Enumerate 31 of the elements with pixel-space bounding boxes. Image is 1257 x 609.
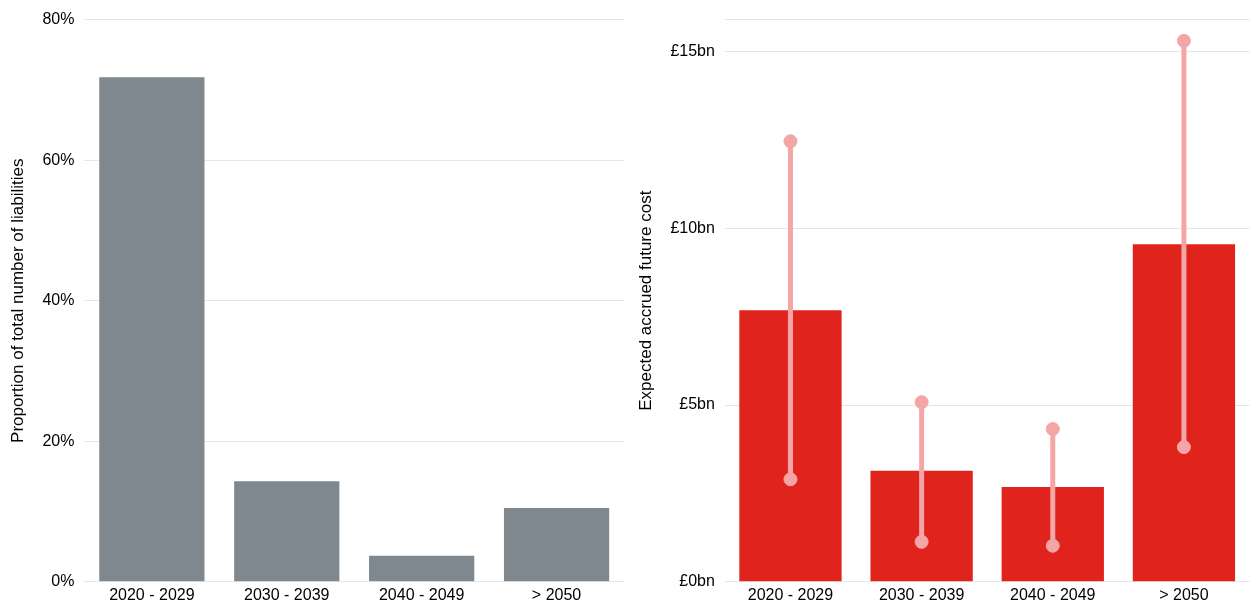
point xyxy=(1176,440,1191,455)
bar xyxy=(503,508,610,582)
y-tick-label: 20% xyxy=(42,431,75,449)
y-tick-label: 0% xyxy=(51,572,75,590)
point xyxy=(783,472,798,487)
x-tick-label: 2040 - 2049 xyxy=(378,585,465,603)
y-tick-label: 40% xyxy=(42,291,75,309)
y-tick-label: £15bn xyxy=(670,41,715,59)
y-axis-title: Proportion of total number of liabilities xyxy=(7,158,27,443)
y-tick-label: 60% xyxy=(42,150,75,168)
x-tick-label: > 2050 xyxy=(1159,585,1209,603)
x-tick-label: > 2050 xyxy=(531,585,582,603)
y-axis-title: Expected accrued future cost xyxy=(635,190,655,411)
y-tick-label: £5bn xyxy=(679,395,715,413)
x-tick-label: 2040 - 2049 xyxy=(1010,585,1096,603)
bar xyxy=(234,481,340,582)
x-tick-label: 2030 - 2039 xyxy=(244,585,330,603)
point xyxy=(1176,33,1191,48)
point xyxy=(914,534,929,549)
bar xyxy=(369,555,475,582)
y-tick-label: £10bn xyxy=(670,218,715,236)
x-tick-label: 2030 - 2039 xyxy=(878,585,965,603)
point xyxy=(914,395,929,410)
x-tick-label: 2020 - 2029 xyxy=(747,585,834,603)
y-tick-label: £0bn xyxy=(679,572,715,590)
point xyxy=(1045,538,1060,553)
y-tick-label: 80% xyxy=(42,10,75,28)
x-tick-label: 2020 - 2029 xyxy=(109,585,195,603)
point xyxy=(1045,422,1060,437)
point xyxy=(783,134,798,149)
bar xyxy=(99,77,205,582)
